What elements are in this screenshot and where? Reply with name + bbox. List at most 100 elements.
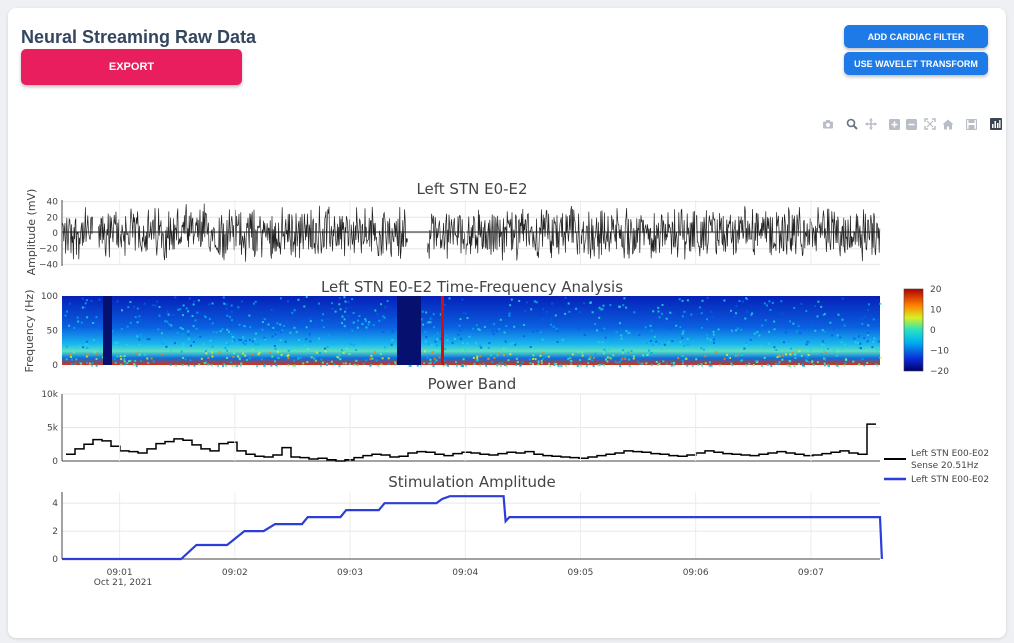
spectrogram-cell (650, 329, 653, 332)
spectrogram-cell (391, 330, 394, 333)
spectrogram-cell (236, 364, 239, 367)
spectrogram-cell (700, 362, 703, 365)
save-icon[interactable] (965, 117, 977, 131)
spectrogram-cell (616, 361, 619, 364)
zoom-out-icon[interactable] (905, 117, 917, 131)
spectrogram-cell (344, 362, 347, 365)
spectrogram-cell (355, 359, 358, 362)
spectrogram-cell (355, 349, 358, 351)
raw-signal-y-axis-label: Amplitude (mV) (25, 189, 38, 276)
spectrogram-cell (182, 304, 185, 307)
spectrogram-cell (588, 338, 591, 341)
spectrogram-cell (165, 345, 168, 348)
spectrogram-cell (276, 322, 279, 325)
spectrogram-cell (358, 315, 361, 317)
spectrogram-cell (723, 357, 726, 360)
spectrogram-cell (429, 358, 432, 361)
spectrogram-cell (628, 364, 631, 367)
spectrogram-cell (513, 325, 516, 328)
spectrogram-cell (444, 303, 446, 306)
reset-home-icon[interactable] (941, 117, 954, 131)
spectrogram-cell (340, 349, 343, 352)
spectrogram-cell (280, 353, 283, 356)
spectrogram-cell (219, 330, 222, 333)
spectrogram-cell (871, 346, 874, 349)
camera-icon[interactable] (821, 117, 834, 131)
spectrogram-cell (339, 297, 341, 300)
spectrogram-cell (498, 328, 501, 331)
spectrogram-cell (534, 300, 537, 303)
spectrogram-cell (133, 305, 136, 308)
spectrogram-cell (681, 332, 684, 335)
zoom-icon[interactable] (845, 117, 858, 131)
spectrogram-cell (64, 314, 67, 317)
spectrogram-cell (394, 361, 397, 364)
spectrogram-cell (480, 346, 483, 349)
autoscale-icon[interactable] (923, 117, 936, 131)
zoom-in-icon[interactable] (888, 117, 900, 131)
spectrogram-cell (844, 362, 847, 364)
spectrogram-cell (86, 346, 89, 349)
spectrogram-cell (230, 333, 233, 336)
spectrogram-cell (763, 302, 766, 305)
spectrogram-cell (197, 299, 200, 302)
spectrogram-cell (778, 361, 781, 364)
plotly-logo-icon[interactable] (989, 117, 1002, 131)
spectrogram-cell (491, 360, 494, 363)
add-cardiac-filter-button[interactable]: ADD CARDIAC FILTER (844, 25, 988, 48)
spectrogram-cell (499, 318, 502, 321)
spectrogram-cell (158, 314, 161, 317)
spectrogram-cell (85, 343, 88, 346)
spectrogram-cell (816, 315, 819, 318)
spectrogram-cell (853, 337, 856, 340)
spectrogram-cell (620, 334, 623, 337)
spectrogram-cell (227, 343, 230, 346)
spectrogram-cell (200, 357, 203, 360)
spectrogram-cell (577, 350, 580, 353)
spectrogram-cell (594, 323, 597, 326)
pan-icon[interactable] (864, 117, 877, 131)
x-axis-tick: 09:01 (107, 568, 133, 578)
legend[interactable]: Left STN E00-E02 Sense 20.51Hz Left STN … (884, 449, 989, 485)
spectrogram-cell (226, 314, 229, 317)
spectrogram-cell (99, 349, 102, 352)
spectrogram-cell (81, 306, 84, 309)
spectrogram-cell (80, 321, 83, 324)
use-wavelet-transform-button[interactable]: USE WAVELET TRANSFORM (844, 52, 988, 75)
spectrogram-cell (461, 298, 464, 301)
spectrogram-cell (319, 364, 322, 367)
spectrogram-cell (714, 351, 717, 354)
spectrogram-cell (492, 333, 495, 336)
spectrogram-cell (736, 354, 739, 357)
spectrogram-cell (327, 334, 330, 337)
spectrogram-cell (136, 321, 139, 324)
spectrogram-gap-1 (103, 296, 112, 365)
power-band-y-ticks: 10k 5k 0 (41, 390, 58, 467)
spectrogram-cell (192, 340, 195, 343)
spectrogram-cell (439, 313, 442, 316)
spectrogram-cell (324, 350, 327, 353)
spectrogram-cell (356, 364, 359, 367)
spectrogram-cell (379, 353, 382, 355)
spectrogram-y-tick: 50 (47, 327, 59, 337)
spectrogram-cell (793, 307, 796, 309)
spectrogram-cell (542, 351, 545, 354)
spectrogram-cell (861, 358, 864, 361)
spectrogram-cell (287, 364, 290, 367)
spectrogram-cell (811, 360, 814, 363)
spectrogram-cell (730, 362, 733, 365)
spectrogram-cell (539, 331, 542, 334)
spectrogram-cell (181, 327, 184, 330)
spectrogram-cell (254, 347, 257, 350)
spectrogram-cell (308, 318, 311, 321)
spectrogram-cell (479, 364, 482, 367)
spectrogram-cell (508, 312, 511, 315)
legend-label-power-band-line2: Sense 20.51Hz (911, 461, 979, 471)
spectrogram-cell (436, 332, 439, 335)
spectrogram-cell (225, 303, 228, 306)
export-button[interactable]: EXPORT (21, 49, 242, 85)
spectrogram-cell (182, 314, 184, 317)
spectrogram-cell (475, 324, 478, 327)
spectrogram-cell (322, 313, 324, 316)
spectrogram-cell (152, 360, 155, 363)
